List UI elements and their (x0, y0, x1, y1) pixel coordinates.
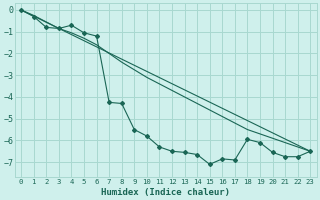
X-axis label: Humidex (Indice chaleur): Humidex (Indice chaleur) (101, 188, 230, 197)
